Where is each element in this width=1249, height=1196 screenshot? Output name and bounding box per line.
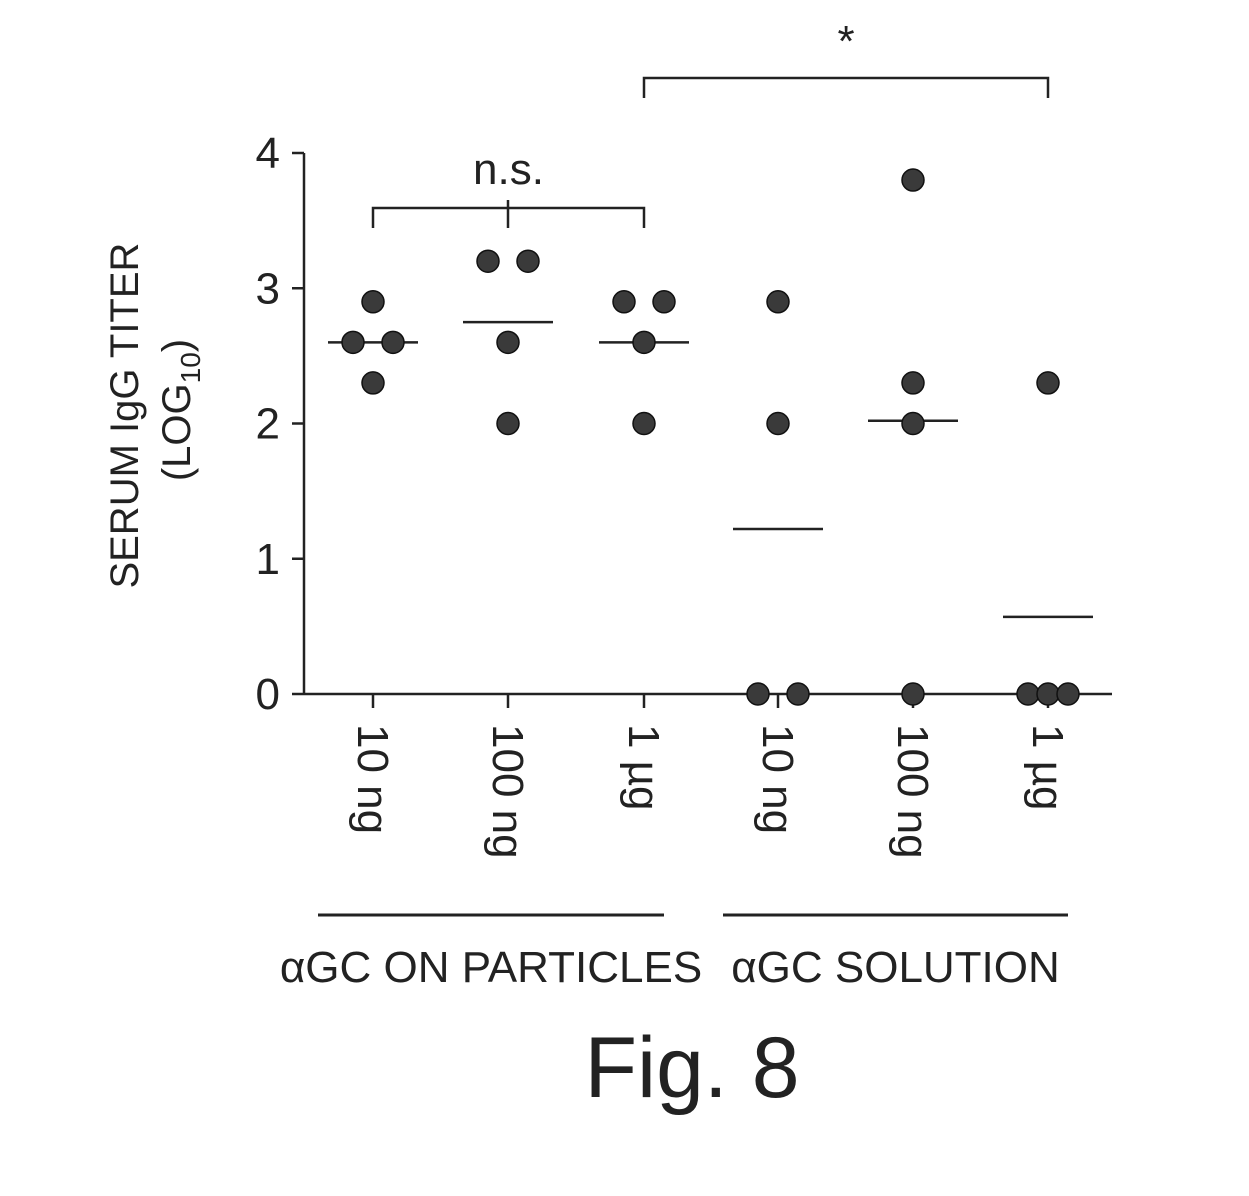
y-axis-label-unit-subscript: 10 <box>175 352 206 383</box>
y-axis-label-unit-suffix: ) <box>155 339 199 352</box>
data-point <box>633 331 655 353</box>
y-axis-label-unit-prefix: (LOG <box>155 383 199 481</box>
significance-bracket <box>644 78 1048 98</box>
y-tick-label: 0 <box>256 670 280 719</box>
data-point <box>362 291 384 313</box>
data-point <box>787 683 809 705</box>
data-point <box>1037 372 1059 394</box>
data-point <box>902 372 924 394</box>
figure-caption: Fig. 8 <box>584 1020 799 1116</box>
data-point <box>382 331 404 353</box>
y-ticks: 0 1 2 3 4 <box>256 129 304 719</box>
data-point <box>633 413 655 435</box>
data-point <box>613 291 635 313</box>
x-ticks: 10 ng 100 ng 1 µg 10 ng 100 ng 1 µg <box>348 694 1072 859</box>
x-tick-label: 100 ng <box>483 724 532 859</box>
y-tick-label: 2 <box>256 400 280 449</box>
group-label: αGC ON PARTICLES <box>280 943 702 992</box>
data-point <box>767 291 789 313</box>
data-point <box>497 331 519 353</box>
y-axis-label: SERUM IgG TITER (LOG10) <box>103 231 206 588</box>
y-tick-label: 4 <box>256 129 280 178</box>
data-point <box>902 683 924 705</box>
x-tick-label: 10 ng <box>348 724 397 834</box>
data-point <box>362 372 384 394</box>
data-point <box>747 683 769 705</box>
group-labels: αGC ON PARTICLES αGC SOLUTION <box>280 915 1068 992</box>
data-point <box>342 331 364 353</box>
data-point <box>902 169 924 191</box>
data-point <box>767 413 789 435</box>
data-point <box>902 413 924 435</box>
x-tick-label: 10 ng <box>753 724 802 834</box>
significance-label: n.s. <box>473 145 544 194</box>
x-tick-label: 1 µg <box>619 724 668 811</box>
data-point <box>517 250 539 272</box>
mean-lines <box>328 322 1093 617</box>
data-point <box>497 413 519 435</box>
significance-label: * <box>837 17 854 66</box>
data-points <box>342 169 1079 705</box>
data-point <box>477 250 499 272</box>
x-tick-label: 1 µg <box>1023 724 1072 811</box>
data-point <box>653 291 675 313</box>
x-tick-label: 100 ng <box>888 724 937 859</box>
y-tick-label: 3 <box>256 264 280 313</box>
axes <box>304 153 1112 694</box>
significance-brackets: n.s. * <box>373 17 1048 228</box>
data-point <box>1017 683 1039 705</box>
data-point <box>1057 683 1079 705</box>
group-label: αGC SOLUTION <box>731 943 1060 992</box>
y-axis-label-main: SERUM IgG TITER <box>103 243 147 589</box>
y-tick-label: 1 <box>256 535 280 584</box>
data-point <box>1037 683 1059 705</box>
